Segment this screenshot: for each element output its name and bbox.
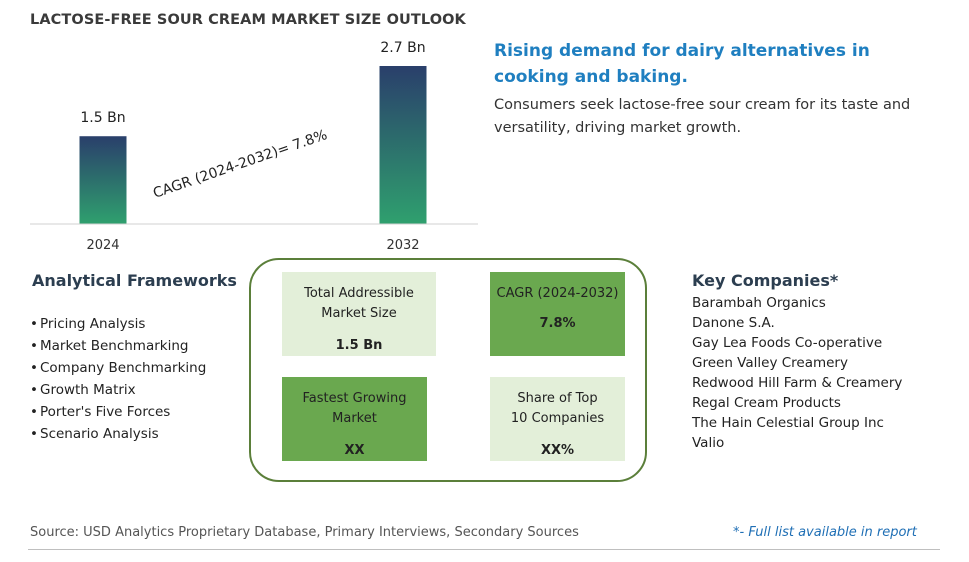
cagr-value: 7.8%	[539, 316, 576, 331]
frameworks-list: • Pricing Analysis • Market Benchmarking • Co…	[30, 313, 206, 445]
bullet-icon: •	[30, 338, 38, 354]
data-label-2024: 1.5 Bn	[80, 110, 125, 126]
framework-label: Porter's Five Forces	[40, 404, 171, 420]
bullet-icon: •	[30, 316, 38, 332]
company-item: Green Valley Creamery	[692, 355, 848, 371]
framework-label: Market Benchmarking	[40, 338, 189, 354]
page-title: LACTOSE-FREE SOUR CREAM MARKET SIZE OUTL…	[30, 12, 466, 28]
companies-title: Key Companies*	[692, 271, 839, 290]
framework-label: Company Benchmarking	[40, 360, 207, 376]
bullet-icon: •	[30, 360, 38, 376]
fastest-card: Fastest Growing Market XX	[282, 377, 427, 461]
share-label: Share of Top 10 Companies	[510, 391, 605, 426]
tam-label: Total Addressible Market Size	[304, 286, 414, 321]
company-item: Valio	[692, 435, 725, 451]
cagr-card: CAGR (2024-2032) 7.8%	[490, 272, 625, 356]
share-card: Share of Top 10 Companies XX%	[490, 377, 625, 461]
framework-item: • Porter's Five Forces	[30, 401, 206, 423]
metrics-panel	[249, 258, 647, 482]
framework-label: Pricing Analysis	[40, 316, 146, 332]
framework-label: Scenario Analysis	[40, 426, 159, 442]
headline: Rising demand for dairy alternatives in …	[494, 41, 870, 87]
company-item: Redwood Hill Farm & Creamery	[692, 375, 903, 391]
company-item: Gay Lea Foods Co-operative	[692, 335, 883, 351]
framework-item: • Scenario Analysis	[30, 423, 206, 445]
x-tick-2024: 2024	[86, 238, 119, 253]
fastest-value: XX	[344, 443, 365, 458]
company-item: Barambah Organics	[692, 295, 826, 311]
bar-2032	[379, 66, 427, 224]
company-item: The Hain Celestial Group Inc	[692, 415, 884, 431]
tam-value: 1.5 Bn	[335, 338, 383, 353]
companies-list: Barambah Organics Danone S.A. Gay Lea Food…	[692, 293, 902, 453]
framework-label: Growth Matrix	[40, 382, 136, 398]
bar-2024	[79, 136, 127, 224]
company-item: Regal Cream Products	[692, 395, 841, 411]
framework-item: • Market Benchmarking	[30, 335, 206, 357]
share-value: XX%	[540, 443, 575, 458]
cagr-label: CAGR (2024-2032)	[496, 286, 619, 301]
footnote: *- Full list available in report	[733, 525, 917, 540]
framework-item: • Pricing Analysis	[30, 313, 206, 335]
bullet-icon: •	[30, 404, 38, 420]
x-tick-2032: 2032	[386, 238, 419, 253]
company-item: Danone S.A.	[692, 315, 775, 331]
source-note: Source: USD Analytics Proprietary Databa…	[30, 525, 579, 540]
data-label-2032: 2.7 Bn	[380, 40, 425, 56]
bullet-icon: •	[30, 426, 38, 442]
framework-item: • Growth Matrix	[30, 379, 206, 401]
tam-card: Total Addressible Market Size 1.5 Bn	[282, 272, 436, 356]
bullet-icon: •	[30, 382, 38, 398]
description: Consumers seek lactose-free sour cream f…	[494, 97, 911, 136]
market-size-chart: 1.5 Bn 2024 2.7 Bn 2032 CAGR (2024-2032)= 7…	[30, 40, 478, 253]
frameworks-title: Analytical Frameworks	[32, 271, 237, 290]
footer-divider	[28, 549, 940, 550]
cagr-annotation: CAGR (2024-2032)= 7.8%	[151, 127, 329, 202]
framework-item: • Company Benchmarking	[30, 357, 206, 379]
fastest-label: Fastest Growing Market	[302, 391, 407, 426]
